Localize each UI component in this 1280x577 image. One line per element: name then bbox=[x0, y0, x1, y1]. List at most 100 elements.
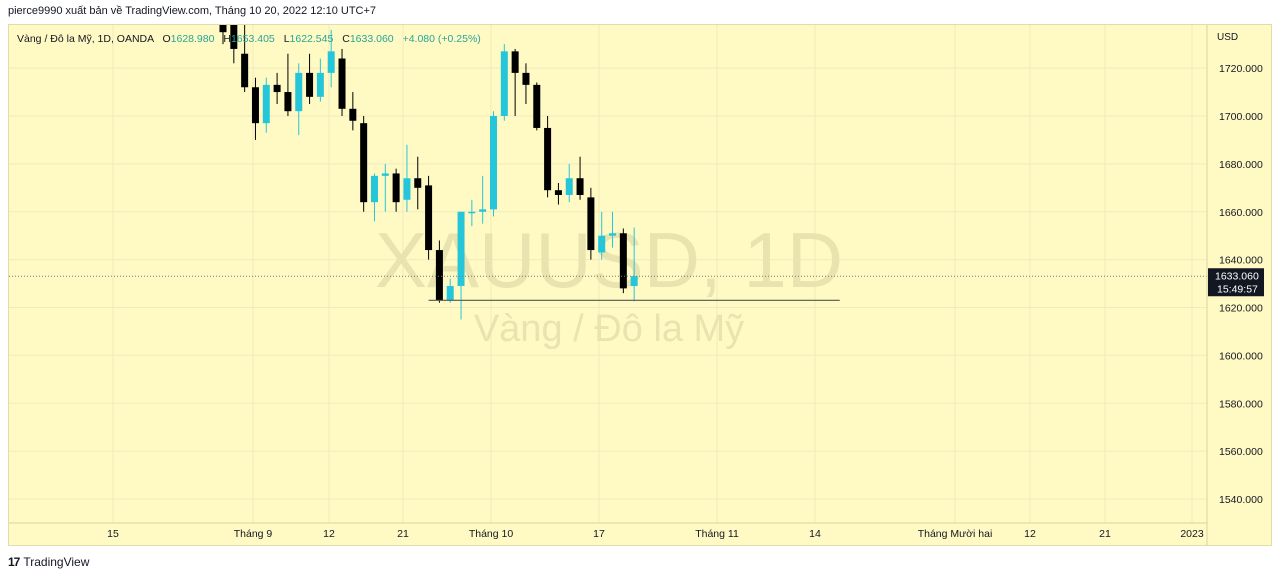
candle-body bbox=[251, 87, 259, 124]
candle-body bbox=[425, 185, 433, 251]
candle bbox=[479, 175, 487, 224]
legend-l-value: 1622.545 bbox=[290, 33, 334, 45]
candle bbox=[306, 53, 314, 105]
candle-body bbox=[273, 84, 281, 93]
legend-l-label: L bbox=[284, 33, 290, 45]
publisher-line: pierce9990 xuất bản về TradingView.com, … bbox=[8, 5, 377, 17]
time-axis[interactable]: 15 Tháng 9 12 21 Tháng 10 17 Tháng 11 14 Tháng M… bbox=[9, 522, 1207, 540]
price-tick-label: 1620.000 bbox=[1219, 303, 1263, 315]
price-tick-label: 1720.000 bbox=[1219, 63, 1263, 75]
candle-body bbox=[392, 173, 400, 203]
watermark-symbol: XAUUSD, 1D bbox=[375, 216, 843, 304]
candle-body bbox=[219, 25, 227, 33]
candle bbox=[565, 163, 573, 203]
candle-body bbox=[381, 173, 389, 176]
candle bbox=[619, 228, 627, 294]
candle bbox=[349, 92, 357, 131]
legend-change: +4.080 (+0.25%) bbox=[403, 33, 481, 45]
candle bbox=[457, 211, 465, 320]
tradingview-logo-icon: 17 bbox=[8, 555, 20, 569]
candle bbox=[587, 187, 595, 260]
candle-body bbox=[511, 51, 519, 73]
candle-body bbox=[619, 233, 627, 289]
candle-body bbox=[327, 51, 335, 73]
footer-brand[interactable]: 17 TradingView bbox=[8, 555, 89, 569]
candle-body bbox=[490, 115, 497, 210]
candle bbox=[554, 183, 562, 205]
candle-body bbox=[554, 190, 562, 195]
candle-body bbox=[565, 178, 573, 195]
candle-body bbox=[544, 127, 552, 191]
candle-body bbox=[479, 209, 487, 212]
time-tick-label: 21 bbox=[397, 528, 409, 540]
candle bbox=[511, 48, 519, 116]
candle bbox=[403, 144, 411, 212]
time-tick-label: Tháng 11 bbox=[695, 528, 739, 540]
candle-body bbox=[609, 233, 617, 236]
candle-body bbox=[533, 84, 541, 128]
legend-c-value: 1633.060 bbox=[350, 33, 394, 45]
candle-body bbox=[284, 92, 292, 112]
time-tick-label: 14 bbox=[809, 528, 821, 540]
price-axis-currency: USD bbox=[1217, 32, 1238, 43]
candle-body bbox=[360, 123, 368, 203]
candle bbox=[219, 25, 227, 45]
time-tick-label: Tháng Mười hai bbox=[918, 528, 993, 540]
candle bbox=[598, 211, 606, 260]
price-tick-label: 1640.000 bbox=[1219, 255, 1263, 267]
legend-symbol: Vàng / Đô la Mỹ, 1D, OANDA bbox=[17, 33, 154, 45]
candle bbox=[273, 72, 281, 105]
candle bbox=[435, 240, 443, 303]
candle bbox=[414, 156, 422, 210]
candle bbox=[576, 156, 584, 200]
candle bbox=[468, 199, 476, 227]
time-tick-label: 17 bbox=[593, 528, 605, 540]
candle-body bbox=[500, 51, 508, 116]
ohlc-legend: Vàng / Đô la Mỹ, 1D, OANDA O1628.980 H16… bbox=[17, 33, 481, 45]
legend-o-value: 1628.980 bbox=[171, 33, 215, 45]
candle-body bbox=[349, 108, 357, 121]
legend-h-value: 1653.405 bbox=[231, 33, 275, 45]
candle-body bbox=[262, 84, 270, 124]
time-tick-label: 15 bbox=[107, 528, 119, 540]
candle bbox=[490, 111, 497, 217]
candle bbox=[500, 44, 508, 121]
countdown-label: 15:49:57 bbox=[1217, 283, 1258, 295]
candle-body bbox=[446, 285, 454, 301]
time-tick-label: Tháng 10 bbox=[469, 528, 514, 540]
candle bbox=[316, 58, 324, 102]
price-tick-label: 1600.000 bbox=[1219, 350, 1263, 362]
candle-body bbox=[338, 58, 346, 109]
candle-body bbox=[306, 72, 314, 97]
chart-frame[interactable]: XAUUSD, 1D Vàng / Đô la Mỹ USD 1720.000 17… bbox=[8, 24, 1272, 546]
watermark-description: Vàng / Đô la Mỹ bbox=[474, 308, 744, 350]
legend-o-label: O bbox=[162, 33, 170, 45]
candle bbox=[262, 77, 270, 133]
price-tick-label: 1540.000 bbox=[1219, 494, 1263, 506]
candle bbox=[327, 29, 335, 88]
last-price-badge bbox=[1208, 268, 1264, 297]
candles bbox=[219, 25, 638, 320]
candle-body bbox=[230, 25, 238, 49]
candle-body bbox=[468, 211, 476, 214]
price-axis[interactable]: USD 1720.000 1700.000 1680.000 1660.000 1640.… bbox=[1206, 25, 1264, 545]
time-tick-label: 2023 bbox=[1180, 528, 1204, 540]
candle-body bbox=[403, 178, 411, 200]
candle bbox=[533, 82, 541, 131]
candle bbox=[446, 278, 454, 303]
candle-body bbox=[370, 175, 378, 203]
last-price-label: 1633.060 bbox=[1215, 270, 1259, 282]
candle-body bbox=[522, 72, 530, 85]
candle-body bbox=[598, 235, 606, 253]
price-tick-label: 1660.000 bbox=[1219, 207, 1263, 219]
svg-text:Vàng / Đô la Mỹ, 1D, OANDA: Vàng / Đô la Mỹ, 1D, OANDA O1628.980 H16… bbox=[17, 33, 481, 45]
price-tick-label: 1700.000 bbox=[1219, 111, 1263, 123]
candle-body bbox=[414, 178, 422, 188]
candlestick-chart[interactable]: XAUUSD, 1D Vàng / Đô la Mỹ USD 1720.000 17… bbox=[9, 25, 1271, 545]
candle bbox=[284, 53, 292, 116]
candle bbox=[295, 63, 303, 136]
candle bbox=[392, 168, 400, 212]
candle bbox=[544, 115, 552, 198]
candle-body bbox=[587, 197, 595, 251]
candle-body bbox=[241, 53, 249, 88]
